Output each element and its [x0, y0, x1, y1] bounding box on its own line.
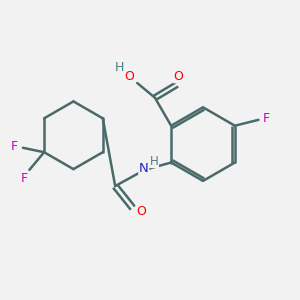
Text: O: O [124, 70, 134, 83]
Text: H: H [150, 154, 158, 167]
Text: O: O [173, 70, 183, 83]
Text: F: F [263, 112, 270, 125]
Text: N: N [139, 162, 148, 175]
Text: H: H [114, 61, 124, 74]
Text: F: F [20, 172, 28, 184]
Text: O: O [136, 205, 146, 218]
Text: F: F [11, 140, 18, 153]
